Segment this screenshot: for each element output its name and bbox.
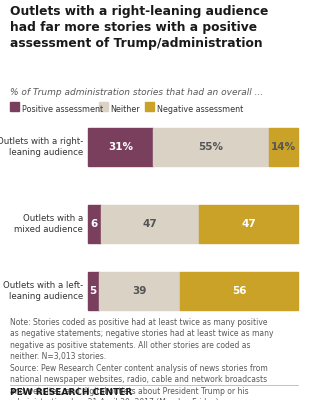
Text: 5: 5 bbox=[90, 286, 97, 296]
Bar bbox=[88, 128, 153, 166]
Bar bbox=[88, 205, 101, 243]
Text: 47: 47 bbox=[241, 219, 256, 229]
Text: PEW RESEARCH CENTER: PEW RESEARCH CENTER bbox=[10, 388, 132, 397]
Bar bbox=[153, 128, 269, 166]
Bar bbox=[145, 102, 154, 111]
Bar bbox=[269, 128, 298, 166]
Text: 56: 56 bbox=[232, 286, 247, 296]
Text: Positive assessment: Positive assessment bbox=[22, 106, 103, 114]
Bar bbox=[199, 205, 298, 243]
Text: 39: 39 bbox=[132, 286, 147, 296]
Text: Outlets with a
mixed audience: Outlets with a mixed audience bbox=[14, 214, 83, 234]
Bar bbox=[99, 102, 108, 111]
Text: Outlets with a right-leaning audience
had far more stories with a positive
asses: Outlets with a right-leaning audience ha… bbox=[10, 5, 269, 50]
Text: 14%: 14% bbox=[271, 142, 296, 152]
Bar bbox=[10, 102, 19, 111]
Text: Negative assessment: Negative assessment bbox=[157, 106, 243, 114]
Text: Note: Stories coded as positive had at least twice as many positive
as negative : Note: Stories coded as positive had at l… bbox=[10, 318, 273, 400]
Text: 31%: 31% bbox=[108, 142, 133, 152]
Text: 6: 6 bbox=[91, 219, 98, 229]
Bar bbox=[180, 272, 298, 310]
Text: Outlets with a left-
leaning audience: Outlets with a left- leaning audience bbox=[3, 281, 83, 301]
Bar bbox=[99, 272, 180, 310]
Text: Outlets with a right-
leaning audience: Outlets with a right- leaning audience bbox=[0, 137, 83, 157]
Text: Neither: Neither bbox=[111, 106, 140, 114]
Bar bbox=[101, 205, 199, 243]
Text: 47: 47 bbox=[142, 219, 157, 229]
Bar bbox=[88, 272, 99, 310]
Text: % of Trump administration stories that had an overall ...: % of Trump administration stories that h… bbox=[10, 88, 263, 97]
Text: 55%: 55% bbox=[198, 142, 223, 152]
